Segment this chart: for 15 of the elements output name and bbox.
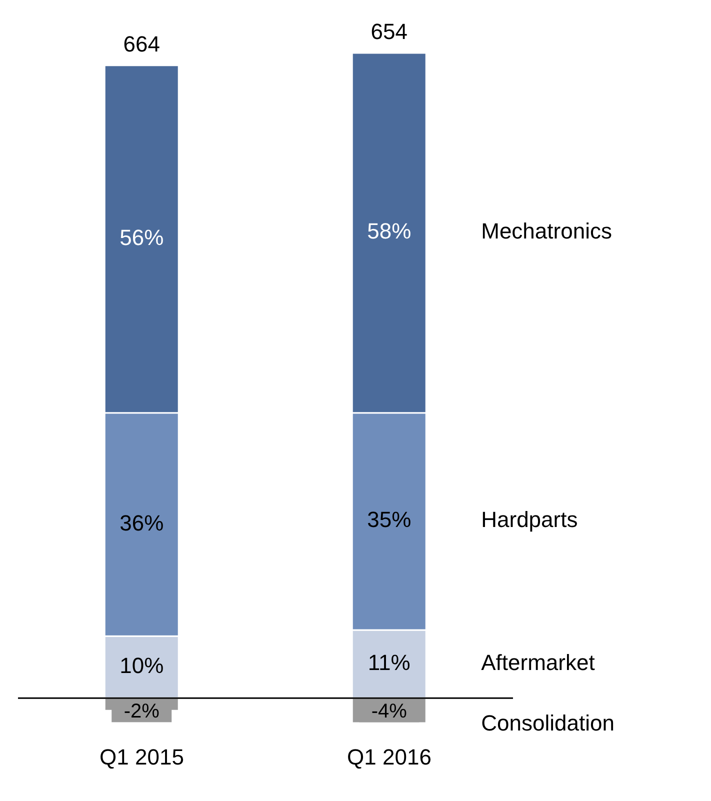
data-label: -4% xyxy=(371,700,408,722)
data-label: 36% xyxy=(120,510,164,536)
text: Consolidation xyxy=(481,710,614,736)
data-label: 10% xyxy=(120,652,164,678)
text: Hardparts xyxy=(481,507,578,532)
text: Mechatronics xyxy=(481,218,612,244)
data-label: 58% xyxy=(367,218,412,244)
data-label: 35% xyxy=(367,507,412,532)
x-tick-label: Q1 2016 xyxy=(347,744,432,770)
text: Aftermarket xyxy=(481,650,595,675)
x-tick-label: Q1 2015 xyxy=(100,744,184,770)
data-label: 11% xyxy=(368,650,410,675)
text: 654 xyxy=(370,19,408,44)
text: 664 xyxy=(123,31,160,56)
data-label: 56% xyxy=(120,224,164,250)
